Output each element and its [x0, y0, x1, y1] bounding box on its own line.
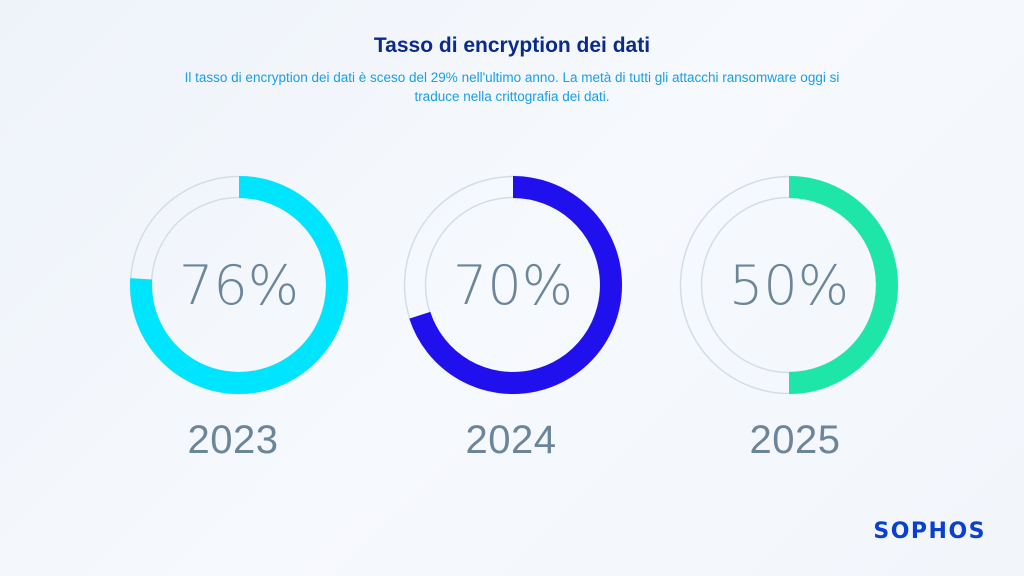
donut-svg: 70% — [403, 175, 623, 395]
page-subtitle: Il tasso di encryption dei dati è sceso … — [122, 68, 902, 106]
donut-svg: 50% — [679, 175, 899, 395]
year-label-2025: 2025 — [749, 418, 841, 462]
year-label-2023: 2023 — [187, 418, 279, 462]
sophos-logo: SOPHOS — [873, 519, 986, 544]
donut-percent-label: 50% — [729, 254, 849, 317]
donut-chart-2025: 50% — [674, 170, 904, 470]
donut-chart-2024: 70% — [398, 170, 628, 470]
subtitle-line-1: Il tasso di encryption dei dati è sceso … — [184, 70, 840, 85]
donut-value-arc — [409, 176, 622, 394]
year-label-2024: 2024 — [465, 418, 557, 462]
donut-svg: 76% — [129, 175, 349, 395]
donut-value-arc — [130, 176, 348, 394]
subtitle-line-2: traduce nella crittografia dei dati. — [414, 89, 610, 104]
page-title: Tasso di encryption dei dati — [373, 34, 651, 57]
donut-value-arc — [788, 176, 898, 394]
donut-chart-2023: 76% — [124, 170, 354, 470]
donut-percent-label: 70% — [453, 254, 573, 317]
donut-percent-label: 76% — [179, 254, 299, 317]
